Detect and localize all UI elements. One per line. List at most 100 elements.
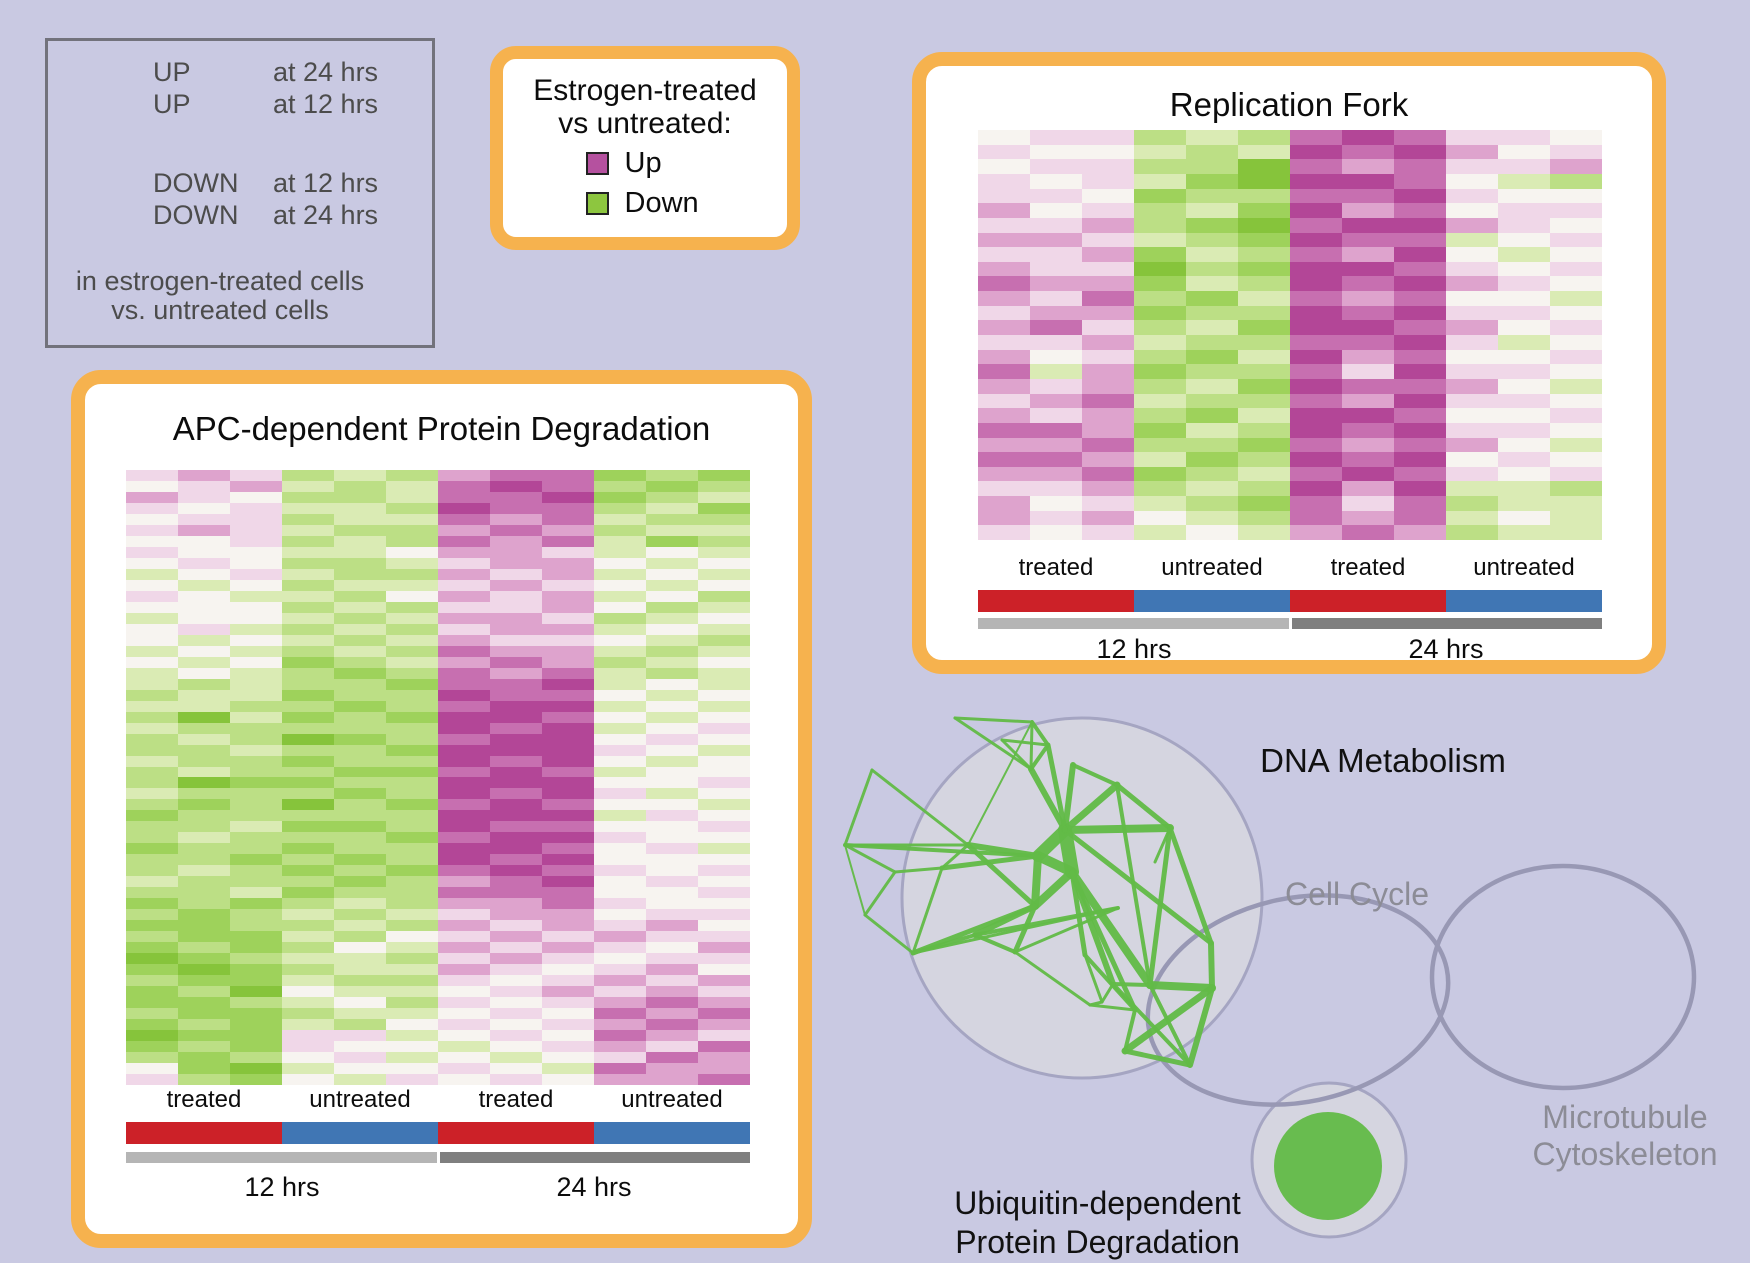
heatmap-cell — [438, 634, 490, 646]
heatmap-cell — [698, 1030, 750, 1042]
heatmap-cell — [178, 733, 230, 745]
network-edge — [1069, 869, 1138, 1013]
heatmap-cell — [542, 1019, 594, 1031]
heatmap-cell — [334, 634, 386, 646]
heatmap-cell — [438, 700, 490, 712]
heatmap-cell — [282, 612, 334, 624]
heatmap-cell — [1134, 378, 1186, 394]
heatmap-cell — [978, 261, 1030, 277]
heatmap-cell — [334, 645, 386, 657]
heatmap-cell — [126, 909, 178, 921]
heatmap-cell — [282, 535, 334, 547]
heatmap-cell — [334, 909, 386, 921]
heatmap-cell — [230, 557, 282, 569]
heatmap-cell — [178, 986, 230, 998]
heatmap-cell — [978, 481, 1030, 497]
heatmap-cell — [1446, 422, 1498, 438]
heatmap-cell — [1394, 466, 1446, 482]
network-edge — [1167, 825, 1214, 946]
heatmap-cell — [1394, 393, 1446, 409]
heatmap-cell — [1290, 203, 1342, 218]
heatmap-cell — [1290, 496, 1342, 511]
heatmap-cell — [1342, 305, 1394, 321]
heatmap-cell — [1238, 437, 1290, 453]
heatmap-cell — [1030, 247, 1082, 262]
heatmap-cell — [646, 623, 698, 635]
heatmap-cell — [1342, 130, 1394, 145]
heatmap-cell — [178, 777, 230, 789]
heatmap-cell — [978, 437, 1030, 453]
heatmap-cell — [282, 502, 334, 514]
heatmap-cell — [490, 843, 542, 855]
heatmap-cell — [386, 623, 438, 635]
heatmap-cell — [1290, 130, 1342, 145]
heatmap-cell — [230, 766, 282, 778]
heatmap-cell — [1342, 510, 1394, 526]
heatmap-cell — [438, 975, 490, 987]
heatmap-cell — [438, 876, 490, 888]
heatmap-cell — [594, 579, 646, 591]
heatmap-cell — [178, 689, 230, 701]
heatmap-cell — [698, 975, 750, 987]
heatmap-cell — [542, 612, 594, 624]
heatmap-cell — [282, 821, 334, 833]
heatmap-cell — [1238, 320, 1290, 335]
heatmap-cell — [698, 513, 750, 525]
treated-bar — [126, 1122, 282, 1144]
heatmap-cell — [1342, 291, 1394, 306]
heatmap-cell — [1134, 320, 1186, 335]
heatmap-cell — [1186, 437, 1238, 453]
heatmap-cell — [282, 689, 334, 701]
heatmap-cell — [1134, 217, 1186, 233]
heatmap-cell — [386, 832, 438, 844]
heatmap-cell — [438, 931, 490, 943]
heatmap-cell — [490, 645, 542, 657]
heatmap-cell — [542, 645, 594, 657]
heatmap-cell — [594, 700, 646, 712]
heatmap-cell — [438, 1052, 490, 1064]
heatmap-cell — [1498, 217, 1550, 233]
heatmap-cell — [646, 557, 698, 569]
heatmap-cell — [646, 744, 698, 756]
ring-legend-box — [45, 38, 435, 348]
heatmap-cell — [490, 612, 542, 624]
heatmap-cell — [126, 590, 178, 602]
heatmap-cell — [230, 480, 282, 492]
color-key-title-line2: vs untreated: — [558, 107, 732, 140]
heatmap-cell — [542, 689, 594, 701]
heatmap-cell — [698, 590, 750, 602]
heatmap-cell — [1238, 217, 1290, 233]
heatmap-cell — [334, 821, 386, 833]
heatmap-cell — [490, 777, 542, 789]
heatmap-cell — [334, 810, 386, 822]
heatmap-cell — [386, 876, 438, 888]
heatmap-cell — [1030, 261, 1082, 277]
heatmap-cell — [282, 799, 334, 811]
heatmap-cell — [230, 810, 282, 822]
network-edge — [910, 903, 1038, 956]
down-label: Down — [624, 187, 699, 219]
heatmap-cell — [230, 678, 282, 690]
network-edge — [1061, 781, 1121, 834]
heatmap-cell — [594, 1019, 646, 1031]
heatmap-cell — [386, 634, 438, 646]
heatmap-cell — [126, 513, 178, 525]
heatmap-cell — [1290, 305, 1342, 321]
heatmap-cell — [230, 700, 282, 712]
heatmap-cell — [1134, 130, 1186, 145]
heatmap-cell — [1550, 173, 1602, 189]
heatmap-cell — [646, 1030, 698, 1042]
heatmap-cell — [1290, 335, 1342, 350]
heatmap-cell — [178, 634, 230, 646]
heatmap-cell — [1030, 349, 1082, 365]
network-edge — [1013, 950, 1092, 1007]
heatmap-cell — [386, 744, 438, 756]
heatmap-cell — [698, 810, 750, 822]
heatmap-cell — [334, 491, 386, 503]
heatmap-cell — [1186, 188, 1238, 204]
heatmap-cell — [542, 470, 594, 481]
heatmap-cell — [334, 722, 386, 734]
heatmap-cell — [1498, 232, 1550, 248]
heatmap-cell — [542, 711, 594, 723]
heatmap-cell — [1446, 305, 1498, 321]
